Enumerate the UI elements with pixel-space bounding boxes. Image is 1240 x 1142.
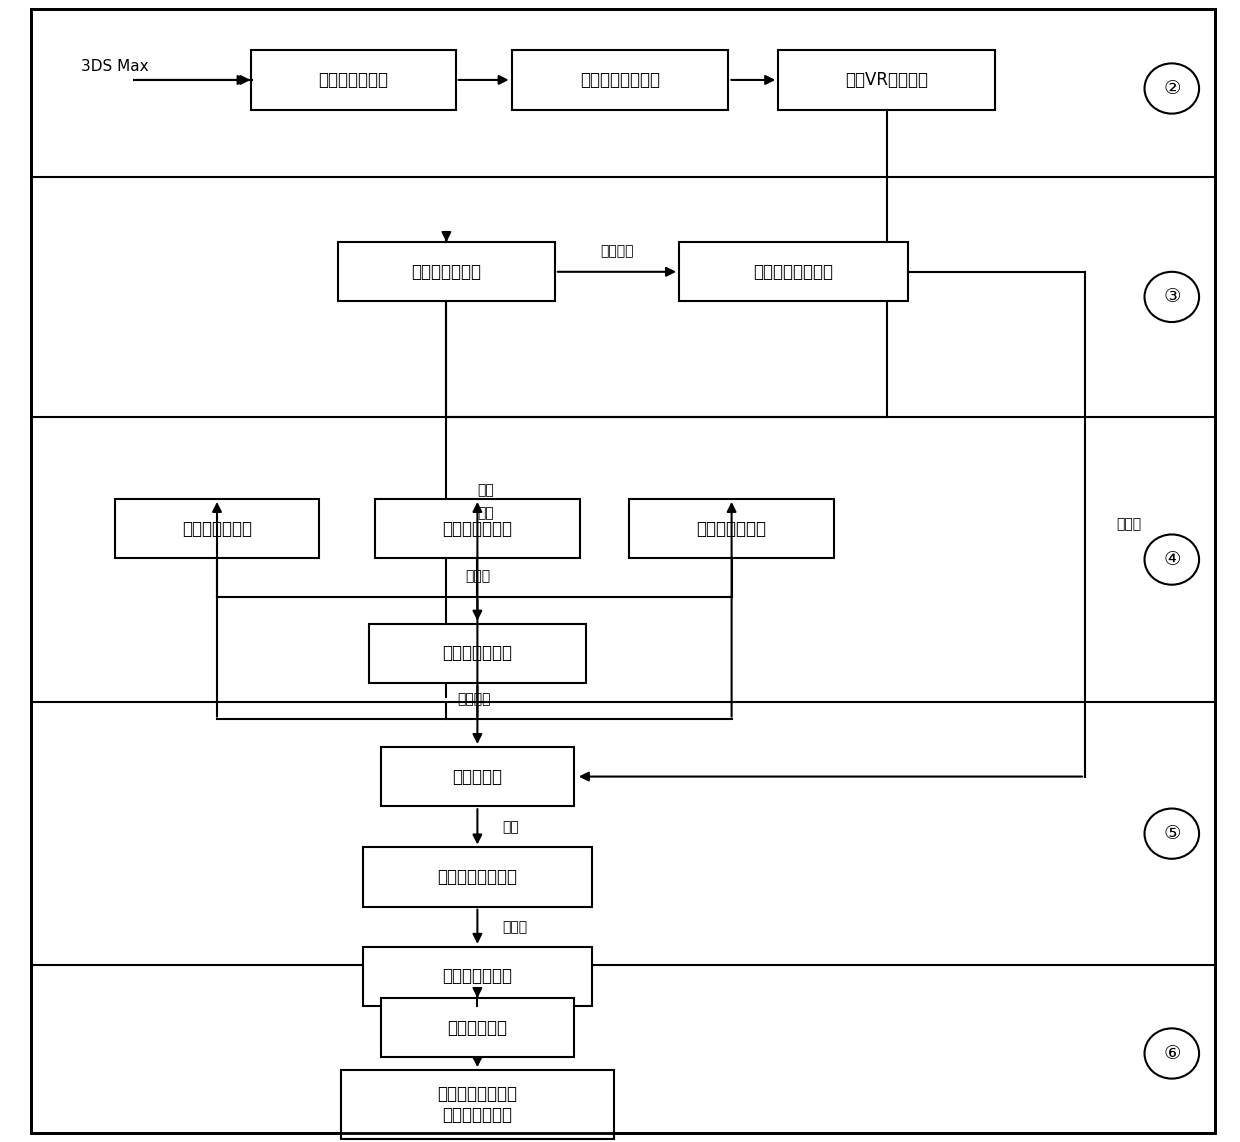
Text: 三维仿真系统对象: 三维仿真系统对象 [438,868,517,886]
Bar [511,50,728,110]
Text: 模型功能对象库: 模型功能对象库 [443,644,512,662]
Text: 数据接口类元素: 数据接口类元素 [697,520,766,538]
Circle shape [1145,534,1199,585]
Bar [382,998,573,1057]
Text: ③: ③ [1163,288,1180,306]
Text: 添加到: 添加到 [465,569,490,584]
Text: ⑤: ⑤ [1163,825,1180,843]
Text: 添加到: 添加到 [502,919,527,934]
Circle shape [1145,1028,1199,1078]
Text: 导出VR软件格式: 导出VR软件格式 [846,71,928,89]
Circle shape [1145,809,1199,859]
Circle shape [1145,64,1199,114]
Bar [629,499,833,558]
Bar [382,747,573,806]
Text: 3DS Max: 3DS Max [81,58,149,74]
Bar [374,499,580,558]
Text: 设备和环境危险点: 设备和环境危险点 [754,263,833,281]
Text: ②: ② [1163,79,1180,98]
Text: 建立: 建立 [477,483,495,498]
Text: 生成: 生成 [502,820,520,834]
Bar [779,50,994,110]
Text: 三维仿真平台: 三维仿真平台 [448,1019,507,1037]
Bar [341,1070,614,1139]
Text: 编写脚本: 编写脚本 [600,244,634,258]
Text: 电气特性类元素: 电气特性类元素 [443,520,512,538]
Bar [337,242,556,301]
Bar [370,624,585,683]
Bar [680,242,908,301]
Text: 编写脚本: 编写脚本 [458,692,491,706]
Text: 仿真系统对象库: 仿真系统对象库 [443,967,512,986]
Text: 添加到: 添加到 [1116,517,1141,531]
Text: ⑥: ⑥ [1163,1044,1180,1063]
Text: 映射: 映射 [477,506,495,521]
Bar [250,50,455,110]
Bar [362,947,593,1006]
Bar [114,499,320,558]
Text: 危险点预控三维仿
真辅助管理系统: 危险点预控三维仿 真辅助管理系统 [438,1085,517,1124]
Text: 三维模型库: 三维模型库 [453,767,502,786]
Bar [362,847,593,907]
Text: 基本三维图元库: 基本三维图元库 [319,71,388,89]
Text: ④: ④ [1163,550,1180,569]
Text: 仿真对象三维模型: 仿真对象三维模型 [580,71,660,89]
Text: 动作特性类元素: 动作特性类元素 [182,520,252,538]
Circle shape [1145,272,1199,322]
Text: 三维模型类元素: 三维模型类元素 [412,263,481,281]
